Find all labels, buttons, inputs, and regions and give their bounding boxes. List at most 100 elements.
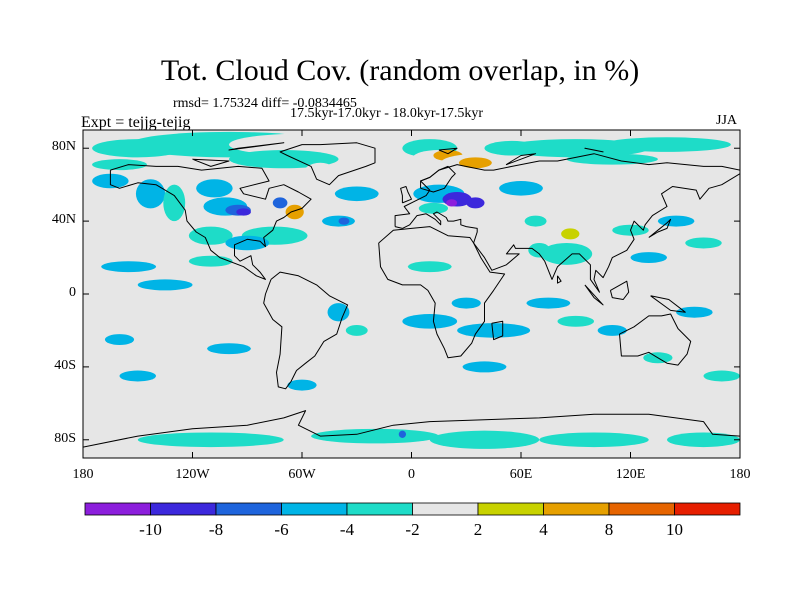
coastline-6 xyxy=(420,165,456,193)
colorbar-swatch-5 xyxy=(412,502,479,516)
anomaly-region-35 xyxy=(207,343,251,355)
anomaly-region-58 xyxy=(557,315,594,327)
colorbar-label-5: 2 xyxy=(473,520,483,539)
colorbar-label-0: -10 xyxy=(139,520,162,539)
coastline-10 xyxy=(650,295,686,313)
anomaly-region-27 xyxy=(225,235,270,251)
anomaly-region-71 xyxy=(398,430,407,438)
anomaly-region-45 xyxy=(561,228,580,240)
colorbar-label-3: -4 xyxy=(339,520,355,539)
colorbar-swatch-6 xyxy=(477,502,544,516)
colorbar-swatch-8 xyxy=(608,502,675,516)
anomaly-region-46 xyxy=(541,242,593,265)
anomaly-region-3 xyxy=(229,150,339,169)
coastline-13 xyxy=(83,410,740,448)
colorbar-label-4: -2 xyxy=(405,520,420,539)
x-tick-label-2: 60W xyxy=(288,467,316,482)
coastline-12 xyxy=(648,218,672,238)
axis-ticks xyxy=(82,130,741,458)
anomaly-region-70 xyxy=(667,432,740,448)
anomaly-region-2 xyxy=(92,139,184,158)
anomaly-region-69 xyxy=(539,432,649,448)
experiment-label: Expt = tejjg-tejig xyxy=(81,114,191,131)
colorbar-swatch-7 xyxy=(543,502,610,516)
anomaly-region-64 xyxy=(119,370,156,382)
stats-label: rmsd= 1.75324 diff= -0.0834465 xyxy=(173,96,357,111)
coastline-9 xyxy=(609,280,630,300)
x-tick-label-3: 0 xyxy=(408,467,415,482)
coastline-19 xyxy=(557,275,562,284)
anomaly-region-63 xyxy=(462,361,507,373)
coastline-1 xyxy=(263,271,349,390)
anomaly-region-13 xyxy=(603,137,731,152)
anomaly-region-41 xyxy=(466,197,485,209)
y-tick-label-1: 40N xyxy=(51,212,76,228)
map-title: Tot. Cloud Cov. (random overlap, in %) xyxy=(160,54,640,87)
x-tick-label-0: 180 xyxy=(72,467,94,482)
anomaly-region-48 xyxy=(524,215,547,227)
anomaly-region-29 xyxy=(338,217,350,225)
x-tick-label-1: 120W xyxy=(175,467,210,482)
anomaly-region-40 xyxy=(446,199,458,207)
colorbar-swatch-9 xyxy=(674,502,741,516)
anomaly-region-54 xyxy=(451,297,481,309)
x-tick-label-4: 60E xyxy=(509,467,533,482)
anomaly-region-55 xyxy=(402,314,458,329)
y-tick-label-3: 40S xyxy=(54,357,76,373)
coastline-3 xyxy=(378,226,506,359)
coastline-15 xyxy=(192,158,230,167)
anomaly-region-17 xyxy=(163,184,186,222)
anomaly-region-21 xyxy=(236,208,251,216)
colorbar-swatch-1 xyxy=(150,502,217,516)
coastline-17 xyxy=(505,153,537,166)
anomaly-region-18 xyxy=(196,179,233,198)
colorbar-swatch-4 xyxy=(346,502,413,516)
anomaly-region-14 xyxy=(566,153,658,165)
anomaly-region-33 xyxy=(137,279,193,291)
x-tick-label-5: 120E xyxy=(615,467,646,482)
anomaly-region-43 xyxy=(499,181,543,196)
anomaly-region-57 xyxy=(526,297,571,309)
colorbar-swatch-2 xyxy=(215,502,282,516)
coastline-2 xyxy=(279,142,376,186)
colorbar-label-2: -6 xyxy=(274,520,289,539)
coastline-7 xyxy=(619,313,692,366)
coastline-16 xyxy=(438,147,458,155)
anomaly-region-42 xyxy=(418,202,448,214)
anomaly-region-31 xyxy=(188,255,233,267)
anomaly-region-52 xyxy=(630,252,667,264)
anomaly-region-60 xyxy=(676,306,713,318)
coastline-11 xyxy=(491,320,504,341)
colorbar-label-7: 8 xyxy=(604,520,614,539)
anomaly-region-66 xyxy=(137,432,284,448)
coastline-8 xyxy=(584,284,604,306)
anomaly-region-59 xyxy=(597,324,627,336)
anomaly-region-67 xyxy=(311,428,439,444)
coastline-14 xyxy=(228,142,285,151)
anomaly-region-30 xyxy=(334,186,379,202)
colorbar-label-8: 10 xyxy=(666,520,683,539)
anomaly-region-53 xyxy=(407,261,452,273)
anomaly-region-24 xyxy=(272,197,288,209)
colorbar-label-1: -8 xyxy=(208,520,224,539)
anomaly-region-4 xyxy=(92,159,147,171)
anomaly-region-68 xyxy=(429,430,540,449)
anomaly-region-36 xyxy=(327,303,350,322)
coastline-5 xyxy=(400,186,412,204)
colorbar-swatch-0 xyxy=(84,502,151,516)
anomaly-region-10 xyxy=(458,157,492,169)
anomaly-region-47 xyxy=(528,242,551,258)
anomaly-region-37 xyxy=(345,324,368,336)
colorbar xyxy=(84,502,741,516)
map-subtitle: 17.5kyr-17.0kyr - 18.0kyr-17.5kyr xyxy=(290,106,484,121)
anomaly-region-51 xyxy=(685,237,722,249)
anomaly-regions xyxy=(92,131,740,449)
anomaly-region-23 xyxy=(285,204,304,220)
anomaly-region-5 xyxy=(302,162,339,189)
anomaly-region-32 xyxy=(101,261,156,273)
coastline-18 xyxy=(584,147,604,153)
coastlines xyxy=(83,142,740,448)
x-tick-label-6: 180 xyxy=(729,467,751,482)
anomaly-region-34 xyxy=(104,334,135,346)
